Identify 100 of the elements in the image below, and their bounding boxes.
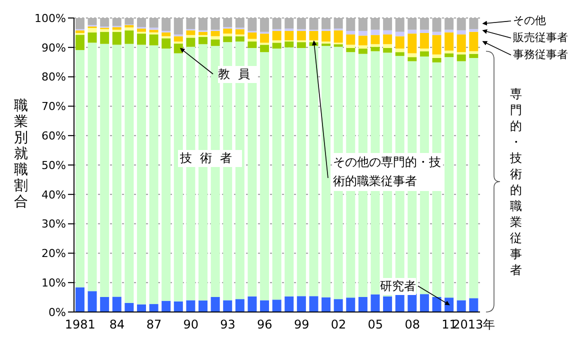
bar: [469, 54, 478, 58]
bar: [395, 32, 404, 36]
bar: [383, 48, 392, 53]
bar: [358, 45, 368, 49]
bar: [432, 54, 442, 58]
y-tick-label: 0%: [48, 306, 66, 319]
bar: [248, 48, 257, 296]
bar: [346, 298, 356, 312]
bar: [420, 51, 429, 57]
bar: [235, 299, 244, 312]
bar: [408, 30, 417, 34]
bar: [456, 18, 466, 30]
x-tick-label: 1981: [64, 318, 96, 332]
bar: [162, 18, 171, 31]
bar: [456, 34, 466, 52]
bar: [334, 30, 343, 43]
bar: [296, 42, 306, 48]
bar: [395, 48, 404, 52]
bar: [420, 30, 429, 33]
bar: [75, 50, 84, 288]
bar: [260, 44, 270, 52]
bar: [272, 30, 282, 40]
bar: [223, 36, 232, 42]
bar: [136, 34, 146, 45]
bar: [235, 18, 244, 28]
y-tick-label: 50%: [42, 158, 66, 172]
bar: [149, 30, 158, 32]
bar: [112, 32, 122, 45]
bar: [75, 34, 84, 50]
y-axis-title: 職業別就職割合: [14, 98, 28, 210]
x-tick-label: 84: [109, 318, 125, 332]
bar: [210, 39, 220, 46]
bar: [235, 36, 244, 42]
bar: [370, 35, 380, 44]
bar: [75, 30, 84, 33]
y-tick-label: 60%: [42, 130, 66, 143]
bar: [296, 18, 306, 30]
bar: [370, 44, 380, 47]
bar: [75, 18, 84, 30]
x-tick-label: 02: [330, 318, 346, 332]
y-tick-label: 30%: [42, 218, 66, 231]
bar: [186, 18, 196, 30]
bar: [469, 18, 478, 30]
bar: [370, 30, 380, 36]
text: 事務従事者: [513, 47, 568, 63]
bar: [432, 18, 442, 32]
bar: [346, 18, 356, 31]
bar: [272, 48, 282, 300]
bar: [284, 18, 294, 29]
bar: [223, 28, 232, 34]
text: 販売従事者: [513, 30, 568, 46]
bar: [186, 30, 196, 36]
bar: [296, 48, 306, 296]
bar: [272, 300, 282, 312]
bar: [112, 296, 122, 312]
bar: [186, 38, 196, 47]
bar: [334, 299, 343, 312]
bar: [334, 44, 343, 47]
bar: [162, 32, 171, 36]
y-tick-label: 90%: [42, 41, 66, 54]
bar: [456, 61, 466, 300]
bar: [370, 18, 380, 30]
bar: [198, 32, 208, 36]
bar: [296, 30, 306, 40]
bar: [100, 297, 110, 312]
bar: [136, 44, 146, 304]
bar: [284, 42, 294, 48]
x-tick-label: 96: [257, 318, 272, 332]
x-tick-label: 90: [183, 318, 199, 332]
x-tick-label: 99: [294, 318, 310, 332]
bar: [174, 44, 183, 54]
bar: [383, 18, 392, 30]
y-tick-label: 40%: [42, 188, 66, 202]
bar: [248, 42, 257, 48]
bar: [88, 291, 97, 312]
bar: [408, 34, 417, 54]
bar: [469, 29, 478, 32]
x-tick-label: 05: [368, 318, 384, 332]
bar: [432, 58, 442, 62]
y-tick-label: 80%: [42, 70, 66, 84]
bar: [309, 46, 318, 296]
bar: [198, 18, 208, 30]
bar: [444, 18, 454, 30]
bar: [420, 32, 429, 49]
bar: [444, 30, 454, 32]
bar: [136, 28, 146, 32]
bar: [370, 46, 380, 52]
bar: [346, 48, 356, 52]
bar: [370, 294, 380, 312]
bar: [174, 36, 183, 42]
bar: [358, 18, 368, 31]
bar: [296, 296, 306, 312]
bar: [162, 300, 171, 312]
bar: [420, 294, 429, 312]
bar: [383, 30, 392, 34]
bar: [309, 18, 318, 30]
bar: [162, 48, 171, 301]
bar: [248, 296, 257, 312]
bar: [235, 29, 244, 34]
bar: [284, 296, 294, 312]
